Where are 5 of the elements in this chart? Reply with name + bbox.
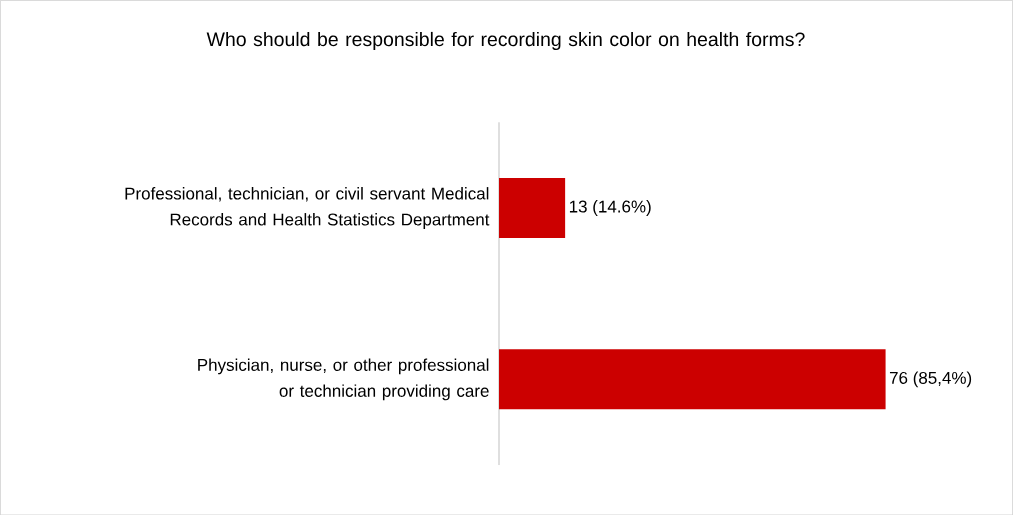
y-tick-label: Physician, nurse, or other professional or technician providing care <box>198 358 489 401</box>
data-label: 13 (14.6%) <box>569 199 651 216</box>
chart-title: Who should be responsible for recording skin color on health forms? <box>206 31 805 50</box>
y-tick-label: Professional, technician, or civil servant Medical Records and Health Statistics Department <box>125 186 490 229</box>
data-label: 76 (85,4%) <box>889 371 972 388</box>
